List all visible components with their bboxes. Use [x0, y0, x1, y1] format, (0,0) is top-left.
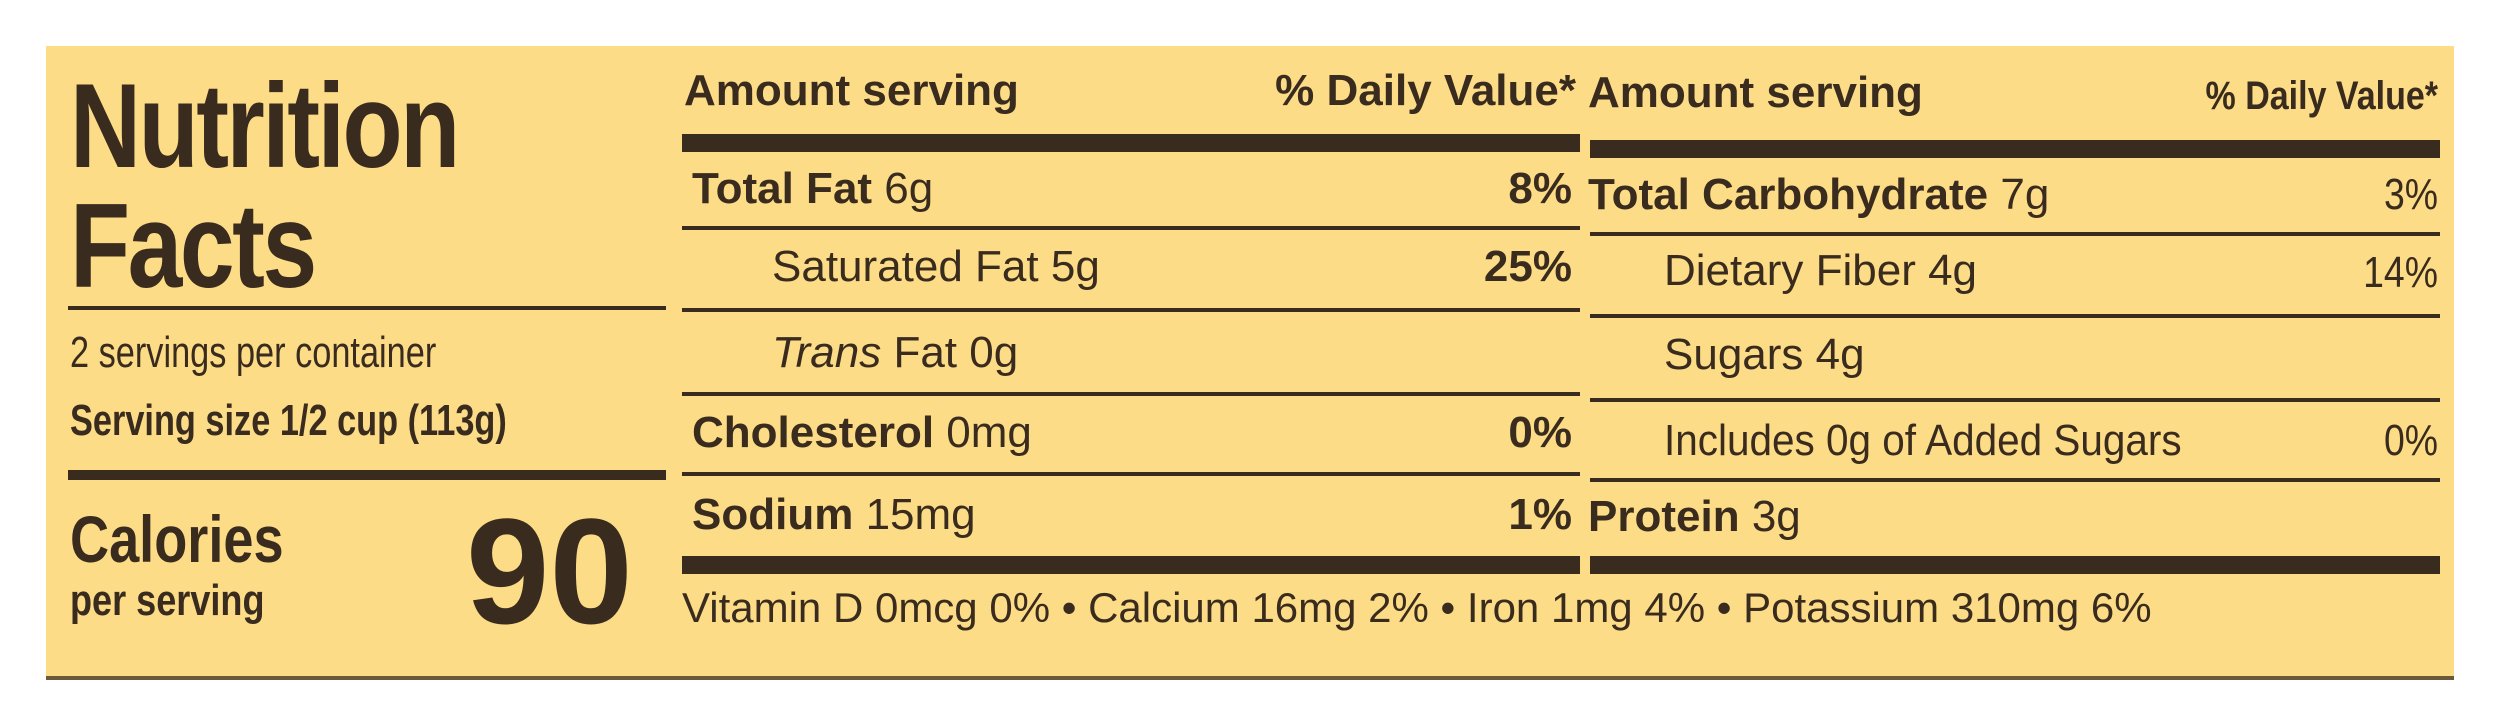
t2-row-added-sugars: Includes 0g of Added Sugars [1664, 416, 2182, 465]
serving-size-label: Serving size [70, 396, 271, 445]
t2-row-total-carbohydrate: Total Carbohydrate 7g [1588, 170, 2050, 219]
calories-label: Calories [70, 502, 284, 576]
divider [682, 392, 1580, 396]
divider [682, 308, 1580, 312]
divider [1590, 140, 2440, 158]
divider [682, 134, 1580, 152]
t1-header-dv: % Daily Value* [1275, 66, 1576, 115]
serving-size-value: 1/2 cup (113g) [279, 396, 507, 445]
t2-row-sugars: Sugars 4g [1664, 330, 1865, 379]
divider [1590, 232, 2440, 236]
servings-per-container: 2 servings per container [70, 328, 437, 377]
t1-row-sodium: Sodium 15mg [692, 490, 976, 539]
vitamins-minerals-line: Vitamin D 0mcg 0% • Calcium 16mg 2% • Ir… [682, 584, 2152, 631]
divider [682, 472, 1580, 476]
title-line-2: Facts [70, 179, 317, 313]
divider [1590, 556, 2440, 574]
serving-size: Serving size 1/2 cup (113g) [70, 396, 507, 446]
divider [682, 556, 1580, 574]
t1-dv-cholesterol: 0% [1508, 408, 1572, 457]
t1-header-amount: Amount serving [684, 66, 1019, 115]
divider [1590, 478, 2440, 482]
t1-dv-saturated-fat: 25% [1483, 242, 1572, 291]
t1-dv-sodium: 1% [1508, 490, 1572, 539]
t2-dv-added-sugars: 0% [2383, 416, 2438, 465]
nutrition-label: Nutrition Facts 2 servings per container… [46, 46, 2454, 680]
divider [68, 306, 666, 310]
divider [68, 470, 666, 480]
divider [1590, 314, 2440, 318]
t2-row-protein: Protein 3g [1588, 492, 1801, 541]
t2-row-dietary-fiber: Dietary Fiber 4g [1664, 246, 1978, 295]
t2-dv-total-carbohydrate: 3% [2383, 170, 2438, 219]
divider [1590, 398, 2440, 402]
t2-header-amount: Amount serving [1588, 68, 1923, 117]
t2-dv-dietary-fiber: 14% [2363, 248, 2438, 297]
t1-dv-total-fat: 8% [1508, 164, 1572, 213]
t1-row-trans-fat: Trans Fat 0g [772, 328, 1019, 377]
t1-row-total-fat: Total Fat 6g [692, 164, 934, 213]
calories-value: 90 [466, 487, 633, 655]
t1-row-saturated-fat: Saturated Fat 5g [772, 242, 1100, 291]
title-line-1: Nutrition [70, 59, 460, 193]
divider [682, 226, 1580, 230]
calories-sub: per serving [70, 576, 265, 625]
t1-row-cholesterol: Cholesterol 0mg [692, 408, 1032, 457]
t2-header-dv: % Daily Value* [2205, 74, 2438, 118]
